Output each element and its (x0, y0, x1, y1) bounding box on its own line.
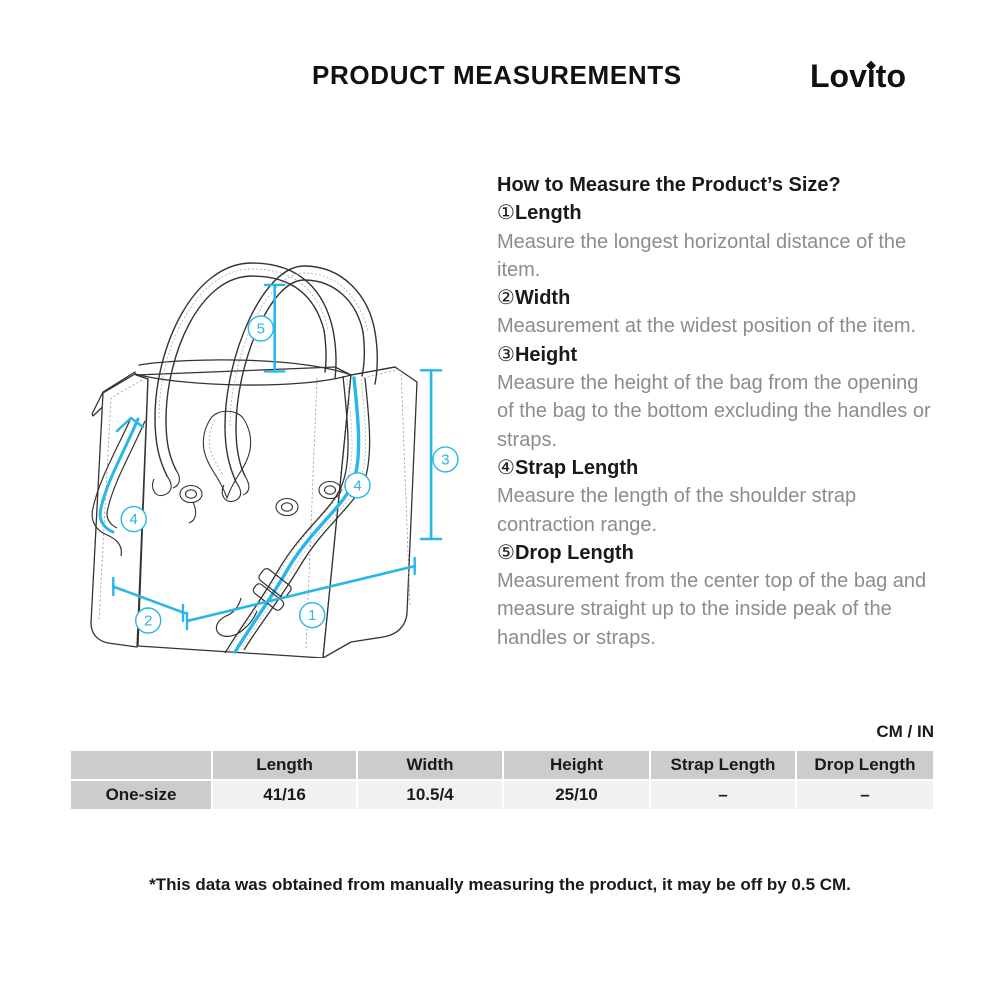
svg-text:1: 1 (308, 607, 316, 624)
svg-text:2: 2 (144, 613, 152, 630)
svg-text:5: 5 (257, 321, 265, 338)
svg-text:4: 4 (353, 477, 361, 494)
svg-text:3: 3 (441, 451, 449, 468)
svg-text:4: 4 (130, 511, 138, 528)
